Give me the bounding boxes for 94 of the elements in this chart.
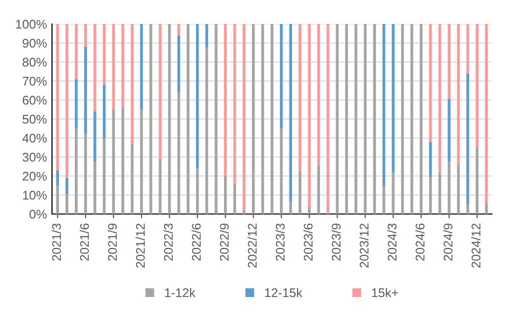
x-tick-label: 2022/9 [220,224,229,261]
bar [168,24,171,214]
y-tick-label: 40% [22,134,47,143]
x-tick-label: 2023/12 [359,224,369,268]
bar [317,166,320,214]
bar [102,24,106,85]
bar [84,24,87,47]
bar [158,24,162,159]
bar [401,24,404,214]
bar [140,110,143,214]
bar [177,24,180,36]
bar [457,24,460,165]
bar [326,24,330,214]
bar [130,144,134,214]
y-tick-label: 50% [22,114,47,124]
x-tick-label: 2024/3 [387,224,397,261]
bar [242,24,246,210]
bar [392,172,395,214]
bar [196,168,199,214]
bar [66,178,68,194]
bar [448,162,451,214]
bar [186,24,190,214]
y-tick-label: 70% [22,76,47,86]
bar [74,79,78,128]
y-tick-label: 0% [30,210,47,219]
y-tick-label: 80% [22,58,47,67]
bar [140,24,143,110]
bar [429,176,432,214]
x-tick-label: 2021/12 [136,224,145,268]
x-tick-label: 2024/9 [443,224,452,261]
x-tick-label: 2023/3 [275,224,285,261]
bar [252,24,255,214]
x-tick-label: 2024/12 [471,224,480,268]
x-tick-label: 2023/6 [303,224,313,261]
y-tick-label: 100% [16,20,47,29]
bar [158,158,162,214]
bar [373,24,376,214]
bar [56,170,59,186]
bar [345,24,348,214]
bar [289,202,292,214]
bar [224,24,227,176]
y-tick-label: 30% [22,152,47,162]
bar [112,110,115,214]
x-tick-label: 2021/6 [80,224,89,261]
bar [298,24,302,170]
bar [476,24,478,148]
bar [214,24,218,214]
bar [448,24,451,100]
x-tick-label: 2022/12 [248,224,257,268]
y-tick-label: 60% [22,96,47,105]
x-tick-label: 2021/3 [52,224,61,261]
x-tick-label: 2021/9 [108,224,117,261]
bar [270,24,274,214]
bar [485,24,488,204]
bar [93,111,96,162]
bar [66,24,68,178]
bar [429,24,432,142]
y-tick-label: 90% [22,38,47,48]
x-tick-label: 2023/9 [331,224,341,261]
legend-label: 1-12k [165,288,196,298]
legend-label: 15k+ [372,288,398,298]
y-tick-label: 10% [23,190,47,200]
x-tick-label: 2022/6 [192,224,201,261]
bar [205,24,208,48]
bar [448,99,451,162]
bar [382,186,386,214]
bar [56,186,59,214]
bar [112,24,115,110]
y-tick-label: 20% [22,172,47,181]
bar [56,24,59,170]
bar [485,204,488,214]
legend-label: 12-15k [265,288,302,298]
bar [289,24,292,202]
x-tick-label: 2024/6 [415,224,425,261]
bar [466,24,470,74]
bar [354,24,358,214]
bar [224,176,227,214]
bar [93,162,96,214]
bar [457,164,460,214]
bar [476,148,478,214]
bar [84,46,87,134]
bar [66,194,68,214]
bar [382,24,386,186]
bar [93,24,96,112]
bar [317,24,320,166]
bar [233,184,236,214]
bar [196,24,199,168]
bar [242,210,246,214]
bar [466,204,470,214]
bar [429,142,432,177]
x-tick-label: 2022/3 [164,224,173,261]
bar [84,134,87,214]
bar [438,172,442,214]
bar [298,170,302,214]
